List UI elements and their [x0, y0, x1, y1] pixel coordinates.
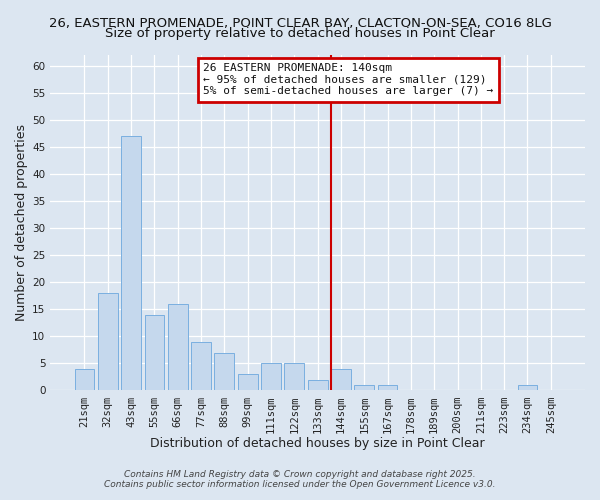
- Text: 26, EASTERN PROMENADE, POINT CLEAR BAY, CLACTON-ON-SEA, CO16 8LG: 26, EASTERN PROMENADE, POINT CLEAR BAY, …: [49, 18, 551, 30]
- Bar: [121, 136, 141, 390]
- Y-axis label: Number of detached properties: Number of detached properties: [15, 124, 28, 321]
- Bar: [518, 385, 538, 390]
- Bar: [74, 369, 94, 390]
- Bar: [238, 374, 257, 390]
- Bar: [168, 304, 188, 390]
- Bar: [191, 342, 211, 390]
- Text: Size of property relative to detached houses in Point Clear: Size of property relative to detached ho…: [105, 28, 495, 40]
- Bar: [98, 293, 118, 390]
- X-axis label: Distribution of detached houses by size in Point Clear: Distribution of detached houses by size …: [151, 437, 485, 450]
- Bar: [331, 369, 351, 390]
- Bar: [261, 364, 281, 390]
- Bar: [355, 385, 374, 390]
- Text: 26 EASTERN PROMENADE: 140sqm
← 95% of detached houses are smaller (129)
5% of se: 26 EASTERN PROMENADE: 140sqm ← 95% of de…: [203, 63, 494, 96]
- Bar: [284, 364, 304, 390]
- Bar: [308, 380, 328, 390]
- Bar: [145, 314, 164, 390]
- Bar: [377, 385, 397, 390]
- Text: Contains HM Land Registry data © Crown copyright and database right 2025.
Contai: Contains HM Land Registry data © Crown c…: [104, 470, 496, 489]
- Bar: [214, 352, 234, 391]
